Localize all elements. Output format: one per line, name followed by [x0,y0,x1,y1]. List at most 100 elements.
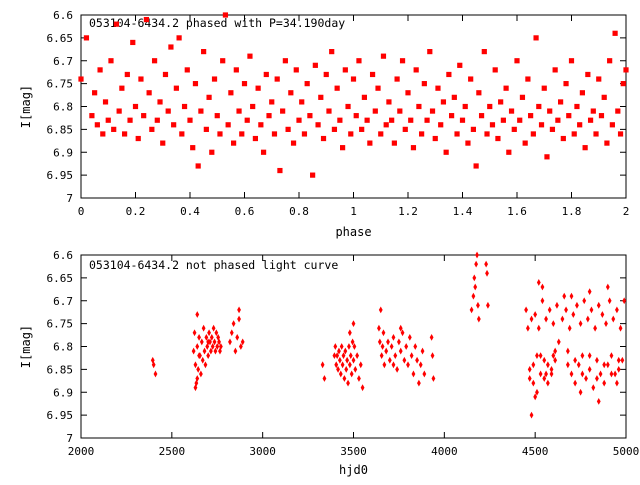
phased-data-point [459,117,466,123]
phased-data-point [427,49,433,55]
phased-data-point [530,131,536,137]
phased-data-point [413,67,419,73]
phased-data-point [585,71,591,78]
phased-data-point [334,85,340,91]
phased-data-point [593,131,599,137]
raw-x-tick-label: 3000 [249,445,276,458]
phased-data-point [476,90,482,96]
raw-data-point [350,338,355,346]
raw-data-point [609,352,614,360]
raw-data-point [339,343,344,350]
phased-data-point [438,122,444,128]
phased-data-point [222,12,229,18]
raw-data-point [218,343,223,350]
phased-data-point [563,81,569,87]
phased-data-point [342,67,348,73]
raw-data-point [472,274,477,282]
raw-data-point [553,356,558,364]
phased-chart-title: 053104-6434.2 phased with P=34.190day [89,16,345,30]
phased-data-point [247,53,253,59]
raw-data-point [596,398,601,405]
raw-data-point [378,306,383,314]
phased-data-point [615,108,621,114]
raw-data-point [334,361,339,369]
raw-data-point [430,352,435,360]
raw-data-point [207,329,211,337]
phased-data-point [331,126,338,132]
phased-data-point [446,71,452,78]
phased-data-point [233,67,239,73]
phased-data-point [487,103,493,110]
phased-data-point [402,126,408,132]
raw-data-point [545,361,550,369]
phased-data-point [356,58,362,64]
raw-data-point [400,329,405,337]
raw-data-point [536,279,541,286]
phased-data-point [301,131,308,137]
phased-data-point [78,76,84,82]
phased-data-point [241,81,248,87]
raw-data-point [422,370,427,378]
phased-data-point [108,58,114,64]
raw-data-point [153,370,158,378]
phased-plot-frame [80,14,627,199]
phased-data-point [538,122,545,128]
phased-x-tick-label: 1 [350,205,357,218]
raw-data-point [389,343,394,350]
phased-data-point [176,35,182,41]
phased-data-point [225,122,231,128]
raw-data-point [355,352,360,360]
phased-data-point [119,85,125,91]
raw-y-tick-label: 7 [66,432,73,445]
phased-data-point [378,131,384,137]
raw-data-point [593,324,598,332]
raw-data-point [540,283,545,291]
raw-data-point [607,297,612,305]
raw-data-point [206,338,211,346]
phased-data-point [326,108,332,114]
phased-x-tick-label: 0.2 [126,205,146,218]
phased-data-point [555,117,561,123]
raw-data-point [215,343,220,350]
raw-y-tick-label: 6.85 [47,363,74,376]
phased-data-point [293,67,299,73]
raw-data-point [404,343,409,350]
raw-data-point [611,315,616,323]
phased-data-point [198,108,204,114]
raw-data-point [229,329,234,337]
phased-data-point [410,145,417,151]
phased-data-point [372,108,378,114]
phased-data-point [620,81,626,87]
phased-data-point [214,113,220,119]
raw-y-tick-label: 6.6 [53,249,73,262]
raw-data-point [469,306,474,314]
raw-data-point [398,347,403,355]
phased-data-point [528,113,534,119]
phased-x-tick-label: 2 [623,205,630,218]
raw-data-point [542,356,547,364]
phased-data-point [421,81,427,87]
phased-y-tick-label: 6.95 [47,169,74,182]
phased-data-point [552,67,558,73]
phased-data-point [612,30,618,36]
raw-data-point [337,347,341,355]
phased-data-point [280,108,286,114]
raw-data-point [587,352,592,360]
phased-data-point [211,76,218,82]
raw-data-point [349,370,354,378]
phased-x-tick-label: 0.6 [235,205,255,218]
raw-data-point [533,311,538,318]
phased-data-point [288,90,294,96]
phased-data-point [536,103,542,110]
phased-data-point [508,108,515,114]
raw-data-point [602,361,607,369]
raw-data-point [240,338,245,346]
phased-data-point [484,131,490,137]
raw-chart-title: 053104-6434.2 not phased light curve [89,258,338,272]
raw-data-point [337,356,342,364]
raw-data-point [540,297,545,305]
raw-data-point [527,375,532,382]
phased-data-point [607,58,613,64]
raw-x-tick-label: 5000 [613,445,640,458]
